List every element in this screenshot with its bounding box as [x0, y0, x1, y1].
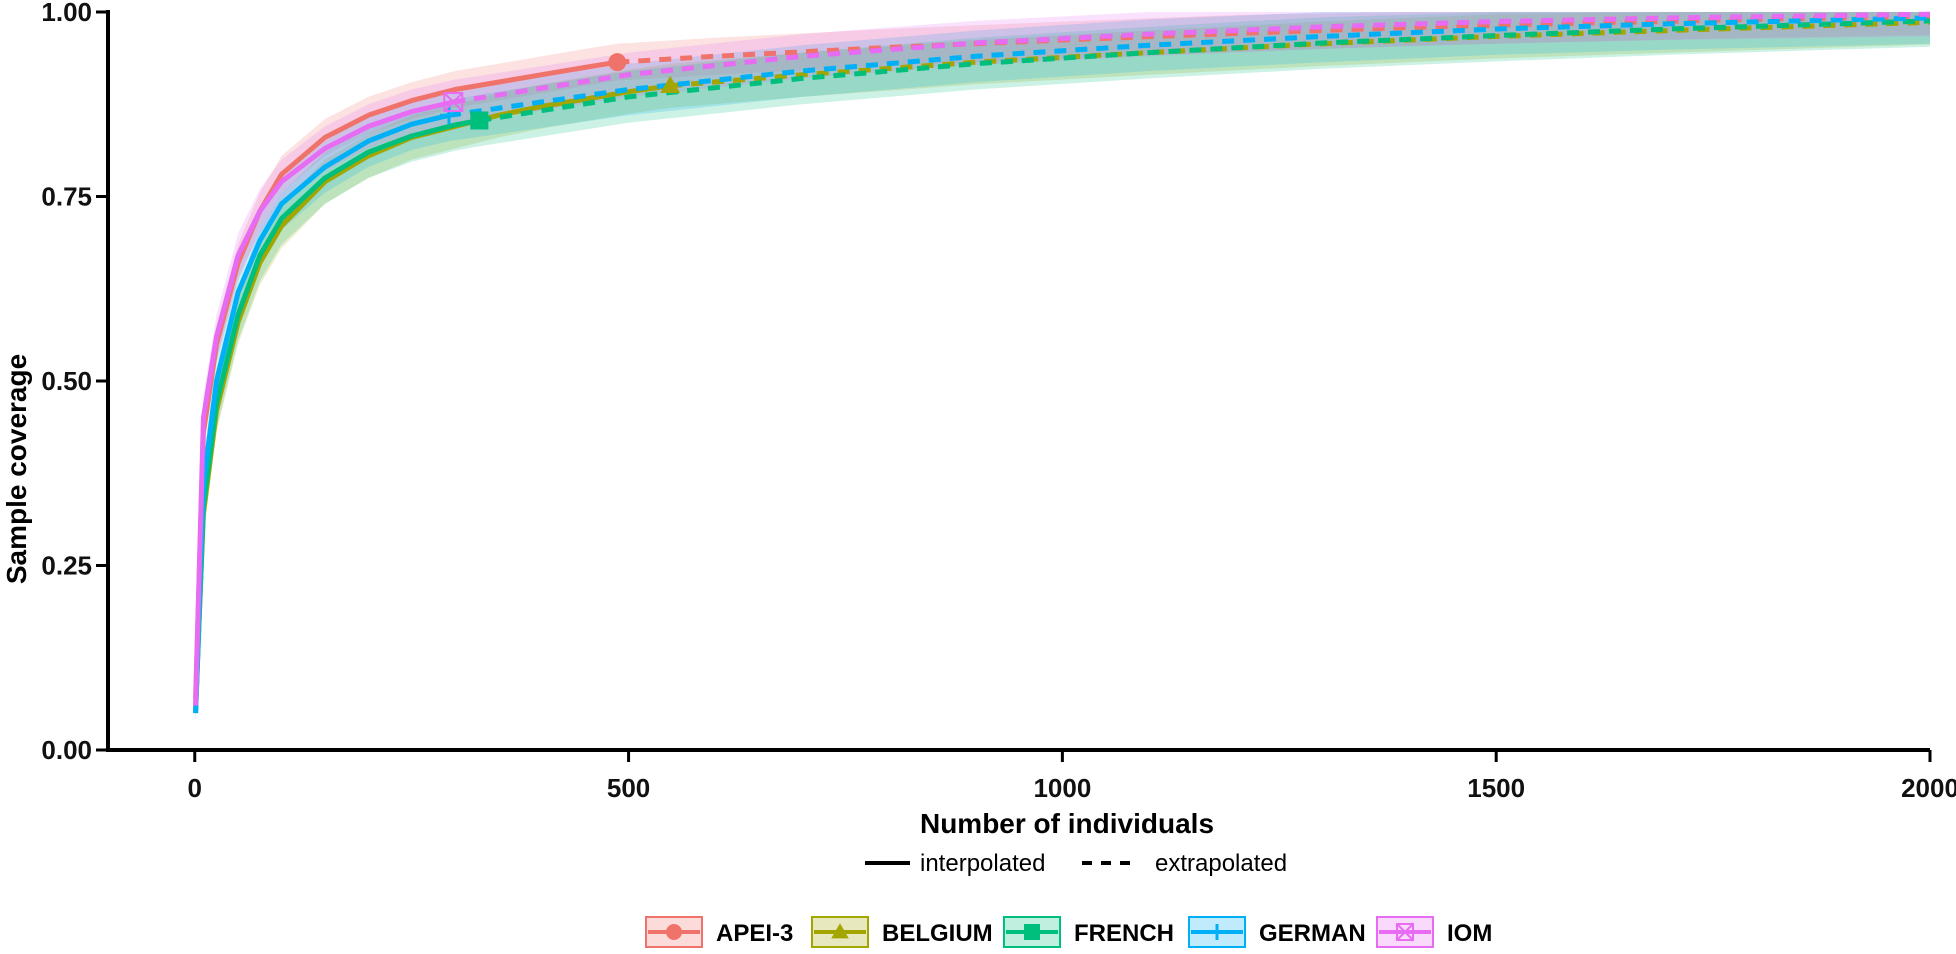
- legend-label-apei-3: APEI-3: [716, 920, 793, 947]
- confidence-bands: [195, 12, 1931, 721]
- y-axis-title: Sample coverage: [1, 354, 32, 584]
- y-ticks: 0.00 0.25 0.50 0.75 1.00: [41, 0, 108, 765]
- interpolated-line-iom: [193, 99, 454, 706]
- legend-marker-french: [1024, 924, 1040, 940]
- legend-item-apei-3: APEI-3: [645, 916, 793, 948]
- legend-item-french: FRENCH: [1003, 916, 1174, 948]
- y-tick-label: 0.25: [41, 551, 92, 581]
- legend-item-german: GERMAN: [1188, 916, 1366, 948]
- x-tick-label: 0: [188, 773, 202, 803]
- x-tick-label: 1500: [1467, 773, 1525, 803]
- observed-marker-apei-3: [608, 53, 627, 72]
- extrapolated-line-french: [478, 18, 1931, 123]
- interpolated-line-french: [193, 118, 480, 714]
- legend-marker-german: [1209, 924, 1225, 940]
- series-legend: APEI-3 BELGIUM FRENCH GERMAN IOM: [645, 916, 1492, 948]
- interpolated-line-german: [193, 112, 450, 714]
- axes: 0 500 1000 1500 2000 0.00 0.25 0.50 0.75 1.00: [41, 0, 1956, 803]
- x-axis-title: Number of individuals: [920, 808, 1214, 839]
- x-tick-label: 2000: [1901, 773, 1956, 803]
- y-tick-label: 0.00: [41, 735, 92, 765]
- legend-item-belgium: BELGIUM: [811, 916, 993, 948]
- legend-item-iom: IOM: [1376, 916, 1492, 948]
- series-lines: [193, 11, 1931, 714]
- observed-marker-belgium: [660, 75, 681, 93]
- x-tick-label: 1000: [1033, 773, 1091, 803]
- interpolated-line-belgium: [193, 83, 671, 710]
- extrapolated-line-apei-3: [617, 13, 1931, 65]
- extrapolated-label: extrapolated: [1155, 850, 1287, 877]
- legend-marker-iom: [1396, 923, 1414, 941]
- x-ticks: 0 500 1000 1500 2000: [188, 750, 1956, 803]
- observed-markers: [439, 53, 681, 130]
- legend-label-french: FRENCH: [1074, 920, 1174, 947]
- observed-marker-french: [470, 111, 489, 130]
- legend-label-german: GERMAN: [1259, 920, 1366, 947]
- observed-marker-german: [439, 106, 458, 125]
- legend-marker-apei-3: [666, 924, 682, 940]
- extrapolated-line-iom: [452, 11, 1931, 105]
- y-tick-label: 0.75: [41, 182, 92, 212]
- ci-band-iom: [195, 12, 1931, 713]
- y-tick-label: 0.50: [41, 366, 92, 396]
- linetype-legend: interpolated extrapolated: [865, 850, 1287, 877]
- observed-marker-iom: [443, 92, 464, 113]
- extrapolated-line-german: [448, 15, 1931, 118]
- x-tick-label: 500: [607, 773, 650, 803]
- y-tick-label: 1.00: [41, 0, 92, 27]
- legend-label-iom: IOM: [1447, 920, 1492, 947]
- interpolated-label: interpolated: [920, 850, 1045, 877]
- legend-marker-belgium: [831, 923, 849, 939]
- legend-label-belgium: BELGIUM: [882, 920, 993, 947]
